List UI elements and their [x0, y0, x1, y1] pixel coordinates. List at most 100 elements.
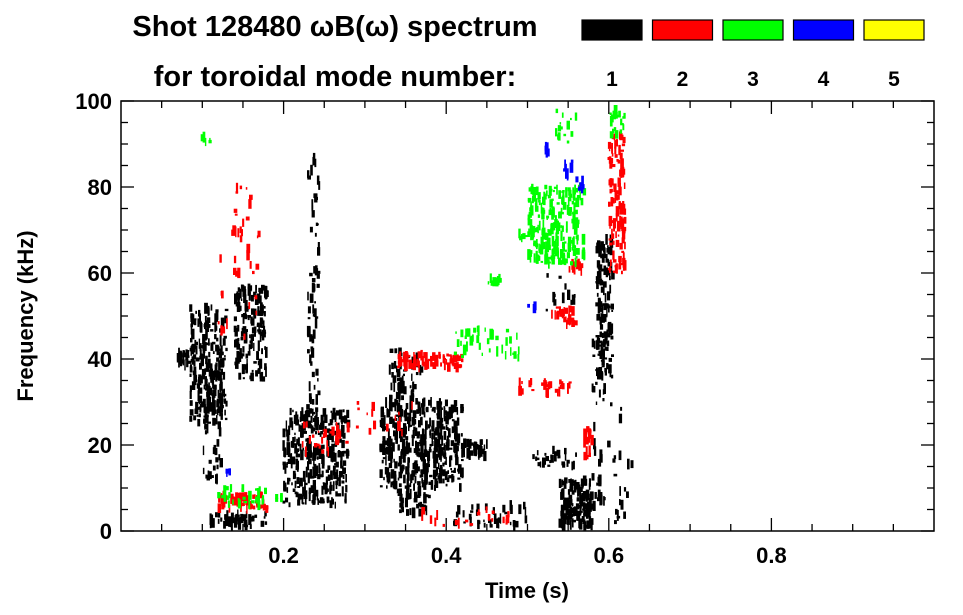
spectral-point: [398, 471, 403, 479]
spectral-point: [531, 389, 535, 392]
spectral-point: [440, 451, 444, 455]
spectral-point: [207, 328, 210, 332]
spectral-point: [321, 500, 325, 503]
spectral-point: [555, 224, 560, 235]
spectral-point: [331, 451, 335, 454]
spectral-point: [205, 388, 209, 391]
spectral-point: [608, 149, 611, 152]
series-1-cluster-12: [558, 475, 594, 531]
spectral-point: [422, 463, 427, 475]
spectral-point: [415, 440, 417, 450]
spectral-point: [344, 498, 347, 502]
spectral-point: [236, 291, 239, 297]
spectral-point: [512, 520, 516, 527]
spectral-point: [200, 375, 203, 384]
spectral-point: [434, 484, 436, 491]
spectral-point: [198, 309, 201, 317]
spectral-point: [570, 478, 572, 487]
legend-swatch-4: [792, 19, 855, 41]
spectral-point: [433, 447, 438, 453]
spectral-point: [310, 361, 313, 366]
spectral-point: [599, 316, 602, 325]
spectral-point: [311, 335, 315, 344]
spectral-point: [571, 218, 574, 224]
spectral-point: [612, 218, 616, 229]
spectral-point: [459, 364, 463, 368]
spectral-point: [590, 523, 593, 531]
spectral-point: [207, 470, 210, 478]
spectral-point: [455, 449, 458, 459]
spectral-point: [311, 399, 315, 405]
spectral-point: [316, 175, 320, 185]
spectral-point: [417, 494, 421, 498]
spectral-point: [532, 226, 536, 233]
spectral-point: [196, 383, 200, 389]
series-3-cluster-8: [518, 228, 528, 243]
spectral-point: [561, 488, 565, 499]
spectral-point: [402, 373, 405, 377]
spectral-point: [337, 450, 341, 458]
spectral-point: [335, 482, 338, 489]
spectral-point: [509, 521, 512, 526]
spectral-point: [442, 426, 446, 430]
spectral-point: [344, 493, 347, 504]
spectral-point: [318, 181, 321, 190]
spectral-point: [402, 455, 406, 463]
spectral-point: [615, 508, 618, 515]
spectral-point: [554, 249, 558, 257]
spectral-point: [620, 406, 623, 411]
spectral-point: [585, 446, 588, 455]
spectral-point: [440, 362, 442, 367]
spectral-point: [619, 152, 623, 159]
spectral-point: [418, 452, 422, 458]
spectral-point: [208, 364, 213, 369]
spectral-point: [297, 437, 300, 447]
spectral-point: [234, 361, 236, 366]
spectral-point: [246, 359, 248, 366]
spectral-point: [576, 498, 580, 502]
spectral-point: [286, 433, 290, 442]
spectral-point: [460, 433, 463, 437]
spectral-point: [593, 446, 597, 456]
spectral-point: [568, 381, 572, 384]
spectral-point: [436, 400, 440, 410]
spectral-point: [399, 351, 402, 362]
spectral-point: [237, 228, 240, 238]
spectral-point: [318, 464, 320, 469]
spectral-point: [316, 283, 320, 288]
spectral-point: [446, 353, 449, 357]
spectral-point: [612, 458, 616, 463]
spectral-point: [572, 245, 577, 248]
spectral-point: [388, 364, 391, 375]
spectral-point: [190, 337, 193, 343]
spectral-point: [599, 331, 602, 338]
spectral-point: [221, 497, 225, 506]
spectral-point: [285, 497, 289, 503]
spectral-point: [474, 444, 479, 450]
spectral-point: [199, 396, 202, 402]
spectral-point: [590, 434, 594, 446]
spectral-point: [217, 511, 221, 518]
spectral-point: [604, 303, 608, 308]
spectral-point: [431, 438, 433, 446]
spectral-point: [601, 343, 606, 346]
spectral-point: [623, 260, 627, 271]
spectral-point: [212, 384, 216, 389]
spectral-point: [397, 477, 400, 481]
spectral-point: [342, 475, 345, 479]
spectral-point: [597, 303, 601, 314]
spectral-point: [421, 404, 425, 415]
spectral-point: [595, 302, 599, 307]
spectral-point: [413, 384, 417, 390]
spectral-point: [451, 470, 455, 473]
spectral-point: [201, 368, 205, 380]
spectral-point: [206, 342, 210, 346]
spectral-point: [573, 480, 575, 484]
spectral-point: [329, 419, 333, 426]
spectral-point: [567, 242, 571, 252]
x-tick-label-0.4: 0.4: [431, 543, 462, 568]
spectral-point: [239, 519, 244, 524]
spectral-point: [620, 118, 623, 125]
spectral-point: [413, 354, 417, 364]
spectral-point: [245, 306, 249, 312]
